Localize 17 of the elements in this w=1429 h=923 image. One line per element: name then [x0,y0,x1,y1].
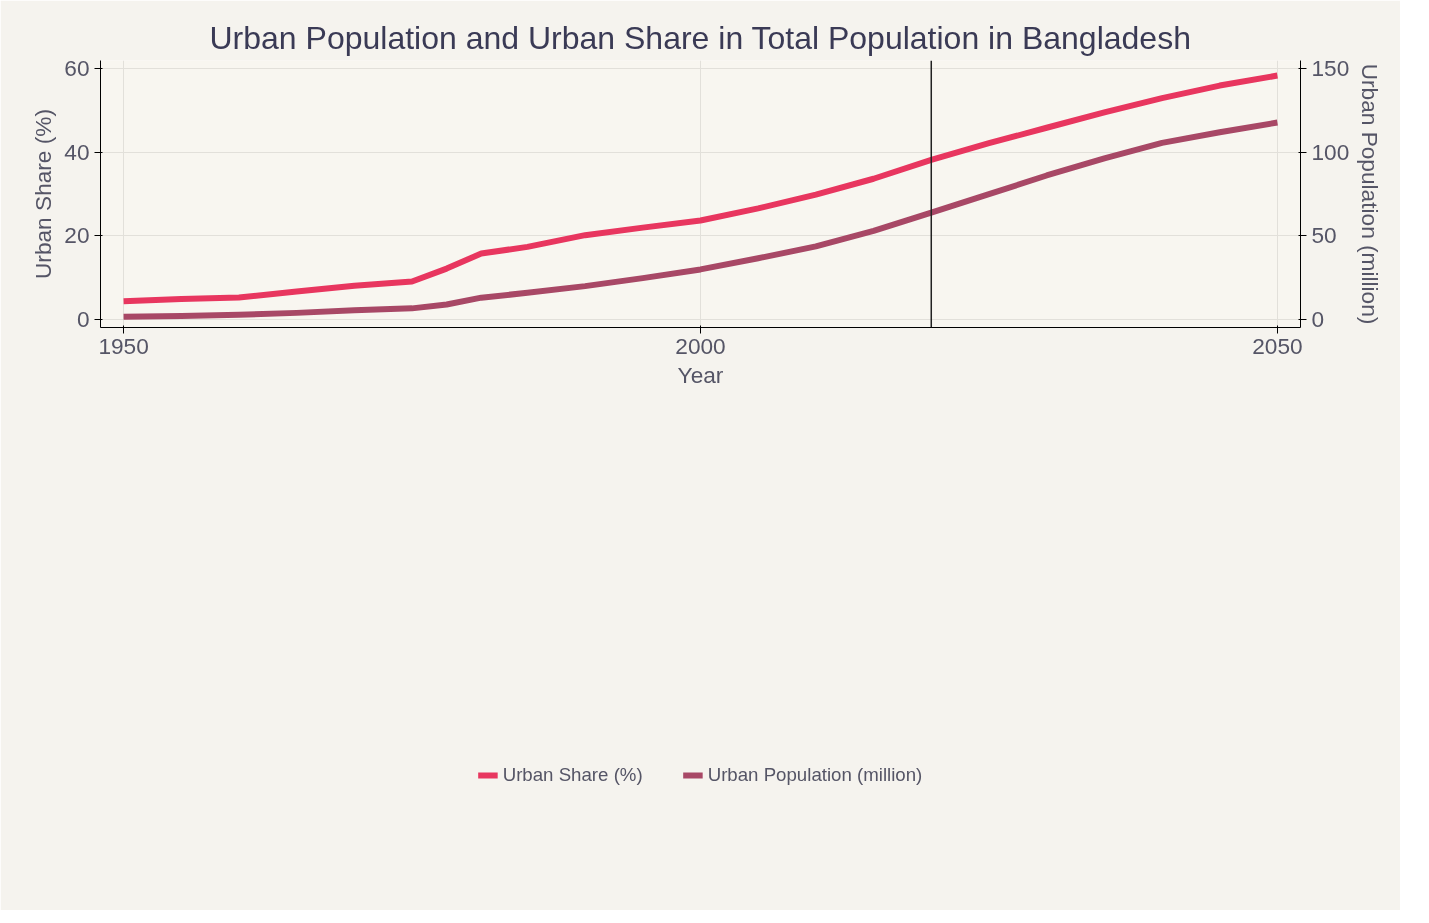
y2-axis-title: Urban Population (million) [1357,63,1384,325]
x-tick-label: 2050 [1252,332,1303,359]
y-tick-label: 20 [64,222,90,249]
legend-label: Urban Population (million) [707,763,923,786]
x-axis-title: Year [677,361,724,388]
y2-tick-label: 100 [1311,138,1350,165]
y-tick-label: 0 [76,306,90,333]
y2-tick-label: 150 [1311,55,1350,82]
y-tick-label: 40 [64,138,90,165]
y-tick-label: 60 [64,55,90,82]
chart-title: Urban Population and Urban Share in Total Population in Bangladesh [209,19,1191,56]
y2-tick-label: 0 [1311,306,1325,333]
legend-label: Urban Share (%) [502,763,643,786]
y-axis-title: Urban Share (%) [30,108,57,279]
x-tick-label: 2000 [675,332,726,359]
x-tick-label: 1950 [98,332,149,359]
y2-tick-label: 50 [1311,222,1337,249]
